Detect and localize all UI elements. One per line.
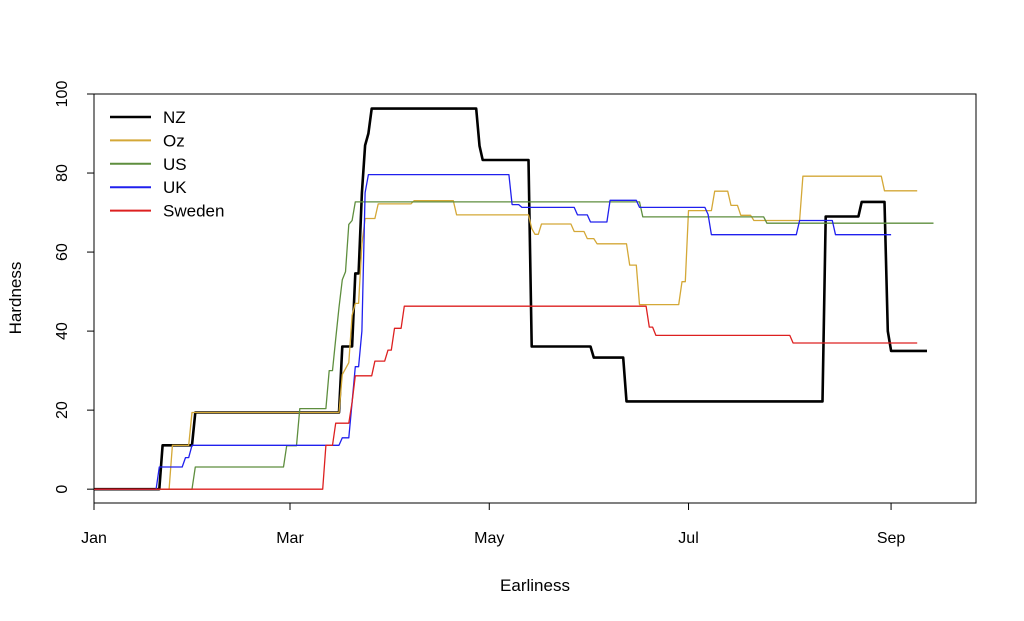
y-tick-label: 100 bbox=[54, 81, 71, 108]
x-axis-title: Earliness bbox=[500, 576, 570, 595]
x-tick-label: Sep bbox=[877, 530, 906, 547]
series-line-uk bbox=[94, 173, 892, 490]
legend-label-uk: UK bbox=[163, 178, 187, 197]
legend-label-sweden: Sweden bbox=[163, 202, 224, 221]
series-line-nz bbox=[94, 107, 927, 491]
x-tick-label: Jul bbox=[678, 530, 698, 547]
y-axis-title: Hardness bbox=[6, 262, 25, 335]
y-tick-label: 80 bbox=[54, 164, 71, 182]
x-tick-label: Mar bbox=[276, 530, 304, 547]
y-axis: 0 20 40 60 80 100 bbox=[54, 81, 95, 494]
y-tick-label: 40 bbox=[54, 322, 71, 340]
plot-box bbox=[93, 93, 977, 504]
series-layer bbox=[94, 107, 934, 491]
legend-label-us: US bbox=[163, 155, 187, 174]
y-tick-label: 20 bbox=[54, 401, 71, 419]
x-tick-label: Jan bbox=[81, 530, 107, 547]
legend: NZ Oz US UK Sweden bbox=[110, 108, 224, 221]
series-line-us bbox=[94, 201, 934, 490]
legend-label-nz: NZ bbox=[163, 108, 186, 127]
legend-label-oz: Oz bbox=[163, 131, 185, 150]
y-tick-label: 0 bbox=[54, 485, 71, 494]
y-tick-label: 60 bbox=[54, 243, 71, 261]
series-line-oz bbox=[94, 175, 918, 490]
x-tick-label: May bbox=[474, 530, 504, 547]
x-axis: Jan Mar May Jul Sep bbox=[81, 502, 906, 547]
series-line-sweden bbox=[94, 305, 918, 490]
